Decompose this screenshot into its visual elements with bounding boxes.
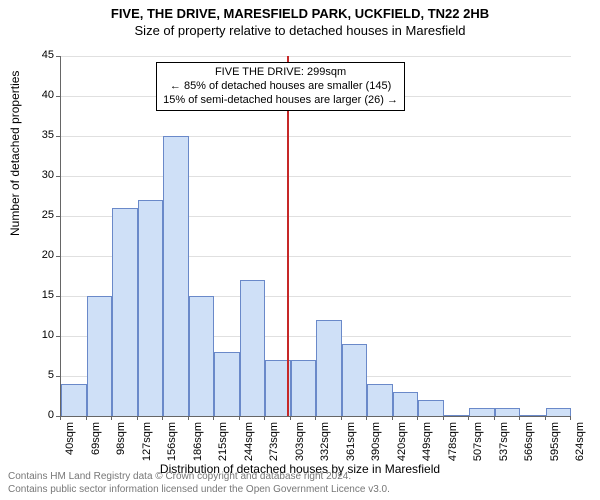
x-tick-mark	[290, 416, 291, 420]
histogram-bar	[291, 360, 317, 416]
y-tick-label: 35	[26, 129, 54, 141]
x-tick-label: 186sqm	[192, 422, 204, 466]
x-tick-mark	[137, 416, 138, 420]
histogram-bar	[214, 352, 240, 416]
histogram-bar	[546, 408, 572, 416]
histogram-bar	[495, 408, 521, 416]
histogram-bar	[444, 415, 470, 416]
y-tick-label: 10	[26, 329, 54, 341]
x-tick-label: 361sqm	[345, 422, 357, 466]
x-tick-label: 390sqm	[370, 422, 382, 466]
y-axis-label: Number of detached properties	[8, 71, 22, 236]
x-tick-mark	[213, 416, 214, 420]
y-tick-label: 45	[26, 49, 54, 61]
x-tick-mark	[392, 416, 393, 420]
x-tick-label: 40sqm	[64, 422, 76, 466]
histogram-bar	[393, 392, 419, 416]
histogram-bar	[418, 400, 444, 416]
x-tick-label: 215sqm	[217, 422, 229, 466]
x-tick-label: 624sqm	[574, 422, 586, 466]
x-tick-label: 156sqm	[166, 422, 178, 466]
y-tick-label: 15	[26, 289, 54, 301]
histogram-bar	[112, 208, 138, 416]
x-tick-label: 98sqm	[115, 422, 127, 466]
y-tick-label: 5	[26, 369, 54, 381]
histogram-bar	[240, 280, 266, 416]
callout-line-1: FIVE THE DRIVE: 299sqm	[163, 66, 398, 80]
x-tick-label: 273sqm	[268, 422, 280, 466]
x-tick-mark	[111, 416, 112, 420]
x-tick-mark	[443, 416, 444, 420]
x-tick-label: 332sqm	[319, 422, 331, 466]
histogram-bar	[163, 136, 189, 416]
x-tick-mark	[60, 416, 61, 420]
x-tick-label: 507sqm	[472, 422, 484, 466]
x-tick-label: 244sqm	[243, 422, 255, 466]
footer-line-1: Contains HM Land Registry data © Crown c…	[8, 471, 390, 484]
x-tick-mark	[188, 416, 189, 420]
y-tick-label: 25	[26, 209, 54, 221]
histogram-bar	[367, 384, 393, 416]
x-tick-label: 420sqm	[396, 422, 408, 466]
x-tick-label: 595sqm	[549, 422, 561, 466]
x-tick-mark	[366, 416, 367, 420]
annotation-callout: FIVE THE DRIVE: 299sqm ← 85% of detached…	[156, 62, 405, 111]
histogram-bar	[469, 408, 495, 416]
x-tick-mark	[341, 416, 342, 420]
x-tick-label: 449sqm	[421, 422, 433, 466]
histogram-bar	[87, 296, 113, 416]
x-tick-label: 69sqm	[90, 422, 102, 466]
callout-line-2: ← 85% of detached houses are smaller (14…	[163, 80, 398, 94]
x-tick-mark	[86, 416, 87, 420]
x-tick-label: 478sqm	[447, 422, 459, 466]
callout-line-3: 15% of semi-detached houses are larger (…	[163, 94, 398, 108]
x-tick-mark	[264, 416, 265, 420]
y-tick-label: 40	[26, 89, 54, 101]
histogram-bar	[520, 415, 546, 416]
x-tick-label: 127sqm	[141, 422, 153, 466]
x-tick-mark	[570, 416, 571, 420]
footer-line-2: Contains public sector information licen…	[8, 484, 390, 497]
x-tick-label: 303sqm	[294, 422, 306, 466]
histogram-bar	[189, 296, 215, 416]
histogram-bar	[342, 344, 368, 416]
y-tick-label: 20	[26, 249, 54, 261]
histogram-bar	[138, 200, 164, 416]
footer-attribution: Contains HM Land Registry data © Crown c…	[8, 471, 390, 496]
y-tick-label: 30	[26, 169, 54, 181]
x-tick-mark	[417, 416, 418, 420]
x-tick-mark	[468, 416, 469, 420]
x-tick-mark	[315, 416, 316, 420]
x-tick-mark	[162, 416, 163, 420]
x-tick-label: 566sqm	[523, 422, 535, 466]
x-tick-mark	[519, 416, 520, 420]
x-tick-label: 537sqm	[498, 422, 510, 466]
x-tick-mark	[545, 416, 546, 420]
histogram-bar	[316, 320, 342, 416]
y-tick-label: 0	[26, 409, 54, 421]
page-title: FIVE, THE DRIVE, MARESFIELD PARK, UCKFIE…	[0, 6, 600, 21]
histogram-bar	[61, 384, 87, 416]
x-tick-mark	[239, 416, 240, 420]
x-tick-mark	[494, 416, 495, 420]
title-block: FIVE, THE DRIVE, MARESFIELD PARK, UCKFIE…	[0, 6, 600, 38]
page-subtitle: Size of property relative to detached ho…	[0, 23, 600, 38]
